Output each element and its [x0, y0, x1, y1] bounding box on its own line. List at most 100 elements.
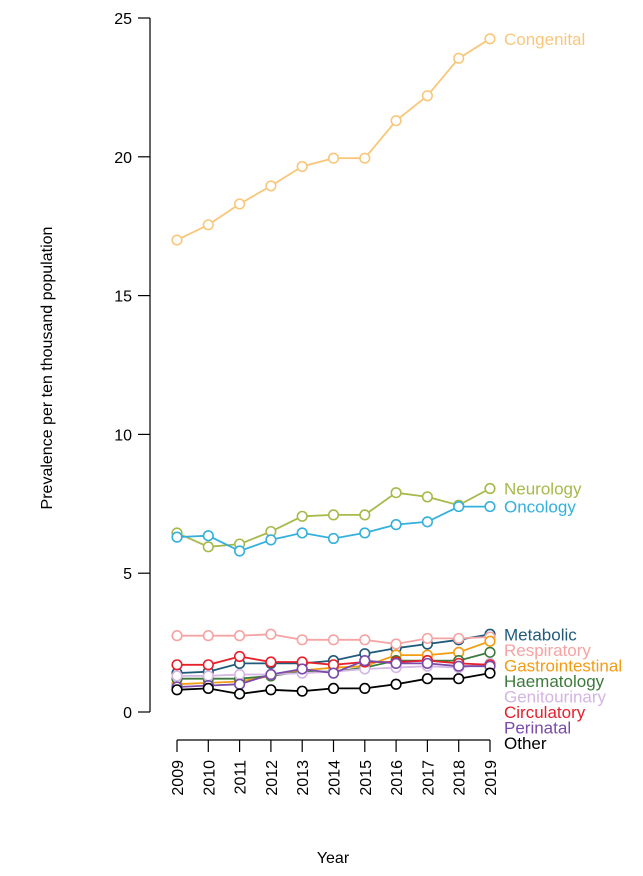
data-point [421, 632, 434, 645]
data-point [202, 659, 214, 671]
data-point [234, 545, 246, 557]
data-point [202, 530, 214, 542]
x-tick-label: 2014 [327, 760, 344, 796]
x-tick-label: 2009 [170, 760, 187, 796]
data-point [327, 152, 340, 164]
data-point [234, 198, 246, 210]
data-point [296, 634, 308, 646]
series-label-gastrointestinal: Gastrointestinal [504, 656, 622, 675]
data-point [296, 510, 308, 522]
series-layer [171, 33, 496, 700]
data-point [327, 634, 340, 646]
data-point [265, 180, 277, 192]
data-point [265, 684, 277, 696]
data-point [296, 685, 308, 697]
data-point [390, 519, 402, 531]
x-tick-label: 2018 [452, 760, 469, 796]
data-point [484, 667, 496, 679]
x-tick-label: 2016 [389, 760, 406, 796]
data-point [327, 682, 340, 695]
x-axis-title: Year [317, 850, 350, 867]
data-point [359, 634, 371, 646]
x-tick-label: 2015 [358, 760, 375, 796]
x-tick-label: 2010 [201, 760, 218, 796]
series-label-congenital: Congenital [504, 30, 585, 49]
data-point [202, 541, 214, 553]
data-point [265, 534, 277, 546]
series-label-perinatal: Perinatal [504, 718, 571, 737]
data-point [453, 52, 465, 64]
data-point [327, 532, 340, 545]
data-point [484, 482, 496, 495]
data-point [171, 670, 183, 682]
data-point [390, 657, 402, 670]
data-point [421, 491, 434, 503]
data-point [171, 684, 183, 696]
data-point [327, 509, 340, 521]
data-point [202, 670, 214, 682]
data-point [265, 628, 277, 640]
data-point [202, 219, 214, 231]
data-point [202, 682, 214, 695]
data-point [234, 678, 246, 690]
x-tick-label: 2011 [233, 760, 250, 795]
y-tick-label: 10 [114, 427, 132, 444]
data-point [234, 668, 246, 681]
series-label-neurology: Neurology [504, 480, 582, 499]
data-point [390, 487, 402, 499]
series-label-metabolic: Metabolic [504, 625, 577, 644]
data-point [390, 115, 402, 127]
data-point [171, 531, 183, 543]
data-point [421, 90, 434, 102]
y-tick-label: 0 [123, 705, 132, 722]
data-point [234, 630, 246, 642]
data-point [421, 673, 434, 685]
data-point [484, 33, 496, 45]
x-tick-label: 2019 [483, 760, 500, 796]
y-tick-label: 25 [114, 11, 132, 28]
data-point [234, 650, 246, 663]
series-label-circulatory: Circulatory [504, 703, 586, 722]
x-tick-label: 2013 [295, 760, 312, 796]
series-label-respiratory: Respiratory [504, 641, 591, 660]
series-line [176, 38, 491, 241]
data-point [453, 673, 465, 685]
data-point [265, 668, 277, 681]
x-tick-label: 2012 [264, 760, 281, 796]
data-point [453, 632, 465, 645]
data-point [359, 527, 371, 539]
data-point [453, 660, 465, 672]
data-point [484, 500, 496, 513]
series-other [171, 667, 496, 700]
y-axis-title: Prevalence per ten thousand population [39, 227, 56, 510]
y-tick-label: 15 [114, 289, 132, 306]
data-point [171, 630, 183, 642]
data-point [484, 635, 496, 647]
data-point [359, 682, 371, 695]
data-point [421, 657, 434, 670]
series-label-genitourinary: Genitourinary [504, 687, 607, 706]
data-point [171, 234, 183, 246]
data-point [327, 667, 340, 679]
data-point [359, 152, 371, 164]
data-point [453, 500, 465, 513]
series-oncology [171, 500, 496, 557]
x-tick-label: 2017 [420, 760, 437, 796]
series-respiratory [171, 628, 496, 650]
data-point [296, 527, 308, 539]
data-point [171, 659, 183, 671]
axes: 0 5 10 15 20 25 2009 2010 2011 2012 2013 2014 2015 20… [114, 11, 500, 796]
data-point [359, 509, 371, 521]
data-point [421, 516, 434, 528]
y-tick-label: 20 [114, 150, 132, 167]
data-point [296, 160, 308, 173]
series-label-oncology: Oncology [504, 498, 576, 517]
data-point [484, 646, 496, 658]
y-tick-label: 5 [123, 566, 132, 583]
data-point [359, 655, 371, 667]
data-point [202, 630, 214, 642]
series-label-haematology: Haematology [504, 672, 605, 691]
